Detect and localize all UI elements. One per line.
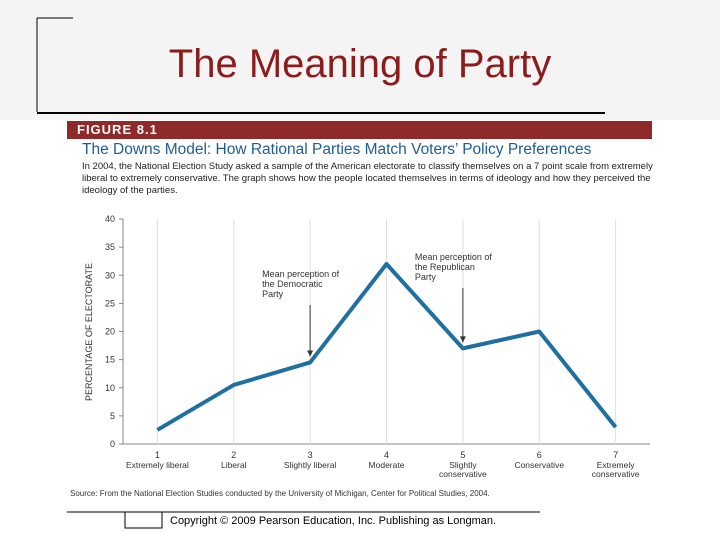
y-tick-label: 10	[105, 383, 115, 393]
y-tick-label: 35	[105, 242, 115, 252]
y-tick-label: 0	[110, 439, 115, 449]
x-tick-label: 6	[537, 450, 542, 460]
y-tick-label: 25	[105, 298, 115, 308]
x-description-text: Conservative	[514, 461, 565, 470]
y-tick-label: 5	[110, 411, 115, 421]
chart-description: In 2004, the National Election Study ask…	[82, 161, 653, 196]
x-description-text: Slightly liberal	[283, 461, 337, 470]
annotation-text: Mean perception of the Republican Party	[414, 252, 492, 282]
arrow-head	[459, 336, 466, 343]
annotation: Mean perception of the Republican Party	[414, 252, 492, 282]
x-description-text: Extremely liberal	[125, 461, 189, 470]
x-tick-label: 4	[384, 450, 389, 460]
figure-label: FIGURE 8.1	[67, 121, 652, 139]
annotation-text: Mean perception of the Democratic Party	[262, 269, 340, 299]
x-tick-label: 7	[613, 450, 618, 460]
y-tick-label: 30	[105, 270, 115, 280]
x-description-text: Moderate	[368, 461, 405, 470]
arrow-head	[307, 350, 314, 357]
x-tick-label: 3	[308, 450, 313, 460]
rule-box	[124, 511, 163, 529]
x-description: Extremely liberal	[125, 461, 189, 470]
chart-title: The Downs Model: How Rational Parties Ma…	[82, 141, 592, 158]
annotation: Mean perception of the Democratic Party	[262, 269, 340, 299]
y-axis-label: PERCENTAGE OF ELECTORATE	[84, 263, 94, 401]
x-tick-label: 1	[155, 450, 160, 460]
x-description: Liberal	[220, 461, 247, 470]
x-description: Conservative	[514, 461, 565, 470]
y-tick-label: 20	[105, 327, 115, 337]
y-tick-label: 40	[105, 214, 115, 224]
slide-title: The Meaning of Party	[168, 42, 552, 86]
x-description-text: Extremely conservative	[591, 461, 640, 479]
x-description: Slightly liberal	[283, 461, 337, 470]
x-description-text: Slightly conservative	[439, 461, 487, 479]
y-tick-label: 15	[105, 355, 115, 365]
backdrop	[0, 0, 720, 120]
x-tick-label: 2	[231, 450, 236, 460]
x-description: Extremely conservative	[591, 461, 640, 479]
copyright: Copyright © 2009 Pearson Education, Inc.…	[170, 515, 497, 527]
data-line	[156, 262, 618, 432]
source: Source: From the National Election Studi…	[70, 489, 490, 498]
x-tick-label: 5	[460, 450, 465, 460]
x-description: Moderate	[368, 461, 405, 470]
x-description-text: Liberal	[220, 461, 247, 470]
x-description: Slightly conservative	[439, 461, 487, 479]
